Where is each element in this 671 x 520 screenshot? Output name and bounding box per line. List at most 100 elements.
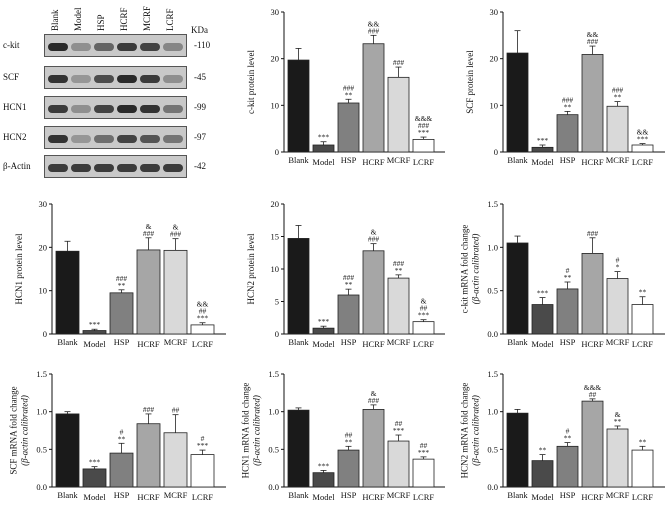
y-tick-label: 0.5 xyxy=(487,286,498,296)
bar xyxy=(506,242,529,335)
blot-band xyxy=(117,105,137,113)
y-tick-label: 20 xyxy=(39,242,48,252)
significance-label: ## xyxy=(420,304,428,313)
bar xyxy=(312,472,335,488)
bar xyxy=(387,76,410,153)
y-axis-label: HCN1 mRNA fold change xyxy=(241,383,251,479)
significance-label: # xyxy=(120,427,124,436)
blot-band xyxy=(94,75,114,83)
blot-band xyxy=(163,75,183,83)
blot-band xyxy=(140,75,160,83)
y-axis-label: (β-actin calibrated) xyxy=(252,395,262,466)
significance-label: *** xyxy=(197,314,209,323)
y-tick-label: 0 xyxy=(275,329,279,339)
significance-label: ** xyxy=(639,437,647,446)
bar xyxy=(190,454,215,488)
x-tick-label: HSP xyxy=(341,155,357,165)
y-tick-label: 20 xyxy=(490,54,499,64)
significance-label: &&& xyxy=(415,114,433,123)
significance-label: && xyxy=(197,300,209,309)
x-tick-label: Model xyxy=(312,492,335,502)
x-tick-label: HSP xyxy=(560,337,576,347)
bar xyxy=(287,59,310,153)
blot-band xyxy=(71,75,91,83)
x-tick-label: LCRF xyxy=(632,492,654,502)
bar xyxy=(55,250,80,335)
bar xyxy=(109,452,134,488)
significance-label: ### xyxy=(418,121,430,130)
chart-svg: 0 10 20 30 c-kit protein level Blank *** Model #… xyxy=(246,7,445,167)
x-tick-label: Blank xyxy=(288,155,309,165)
x-tick-label: LCRF xyxy=(632,339,654,349)
y-tick-label: 1.0 xyxy=(268,407,279,417)
y-tick-label: 0.0 xyxy=(268,482,279,492)
significance-label: *** xyxy=(637,135,649,144)
bar xyxy=(606,278,629,335)
y-tick-label: 10 xyxy=(271,264,280,274)
significance-label: *** xyxy=(197,441,209,450)
significance-label: & xyxy=(421,297,427,306)
significance-label: *** xyxy=(89,458,101,467)
significance-label: ** xyxy=(614,93,622,102)
significance-label: *** xyxy=(393,426,405,435)
blot-band xyxy=(48,75,68,83)
y-axis-label: SCF protein level xyxy=(465,50,475,114)
y-tick-label: 1.0 xyxy=(487,407,498,417)
blot-band xyxy=(71,135,91,143)
blot-band xyxy=(71,43,91,51)
significance-label: ** xyxy=(564,434,572,443)
blot-band xyxy=(94,164,114,172)
chart-svg: 0.0 0.5 1.0 1.5 HCN1 mRNA fold change (β-acti… xyxy=(241,369,445,502)
bar xyxy=(581,54,604,153)
y-tick-label: 30 xyxy=(490,7,499,17)
lane-label: LCRF xyxy=(165,8,175,31)
bar xyxy=(531,460,554,488)
y-tick-label: 20 xyxy=(271,199,280,209)
significance-label: ### xyxy=(343,83,355,92)
significance-label: &&& xyxy=(584,383,602,392)
significance-label: & xyxy=(371,228,377,237)
blot-band xyxy=(94,43,114,51)
chart-svg: 0 10 20 30 SCF protein level Blank *** Model ###… xyxy=(465,7,665,167)
significance-label: # xyxy=(566,266,570,275)
bar xyxy=(287,409,310,488)
y-tick-label: 10 xyxy=(39,286,48,296)
significance-label: ### xyxy=(343,273,355,282)
significance-label: ### xyxy=(393,259,405,268)
bar xyxy=(190,324,215,335)
significance-label: *** xyxy=(537,289,549,298)
y-axis-label: HCN1 protein level xyxy=(14,233,24,304)
bar xyxy=(163,249,188,335)
significance-label: ### xyxy=(587,37,599,46)
bar xyxy=(631,144,654,153)
x-tick-label: Model xyxy=(312,157,335,167)
x-tick-label: LCRF xyxy=(192,492,214,502)
bar xyxy=(337,449,360,488)
y-tick-label: 30 xyxy=(39,199,48,209)
y-tick-label: 0.5 xyxy=(487,444,498,454)
bar xyxy=(163,432,188,488)
significance-label: ** xyxy=(118,281,126,290)
significance-label: ### xyxy=(116,274,128,283)
blot-band xyxy=(140,43,160,51)
x-tick-label: MCRF xyxy=(387,490,411,500)
significance-label: ### xyxy=(562,95,574,104)
significance-label: ### xyxy=(170,230,182,239)
y-tick-label: 0.5 xyxy=(36,444,47,454)
bar xyxy=(556,288,579,335)
x-tick-label: Model xyxy=(531,492,554,502)
chart-svg: 0 10 20 30 HCN1 protein level Blank *** Model ##… xyxy=(14,199,226,349)
significance-label: ## xyxy=(199,307,207,316)
blot-band xyxy=(117,135,137,143)
bar xyxy=(136,249,161,335)
blot-row-label: HCN1 xyxy=(3,102,27,112)
molecular-weight-label: -42 xyxy=(194,161,206,171)
blot-band xyxy=(163,43,183,51)
chart-scf-protein: 0 10 20 30 SCF protein level Blank *** Model ###… xyxy=(451,0,671,180)
significance-label: ### xyxy=(368,26,380,35)
blot-band xyxy=(48,164,68,172)
blot-band xyxy=(48,135,68,143)
significance-label: ### xyxy=(143,229,155,238)
x-tick-label: MCRF xyxy=(387,337,411,347)
blot-band xyxy=(163,164,183,172)
